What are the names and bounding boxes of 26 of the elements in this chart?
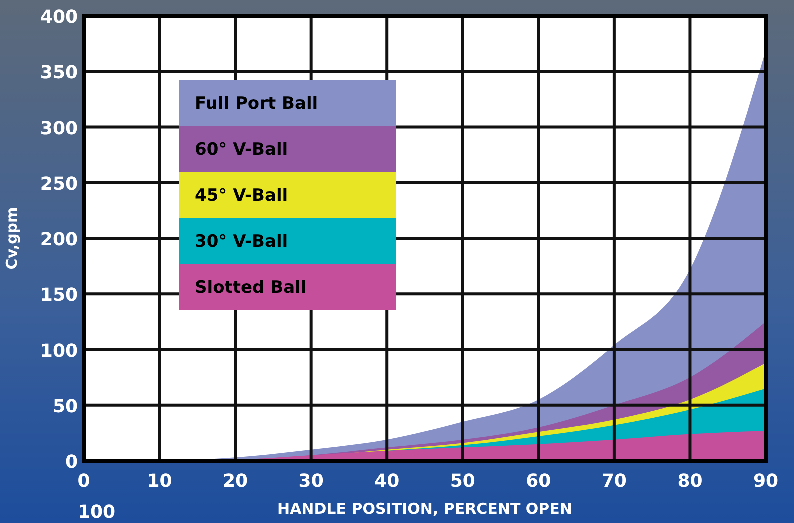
text: Full Port Ball xyxy=(195,94,318,114)
text: 100 xyxy=(78,502,116,523)
x-axis-title: HANDLE POSITION, PERCENT OPEN xyxy=(278,500,572,518)
x-tick-label: 80 xyxy=(678,471,703,492)
x-tick-label: 50 xyxy=(450,471,476,492)
text: Slotted Ball xyxy=(195,278,307,298)
y-tick-label: 100 xyxy=(40,340,78,362)
x-tick-label: 30 xyxy=(298,471,324,492)
y-tick-label: 200 xyxy=(40,230,78,250)
text: 30° V-Ball xyxy=(195,232,288,252)
y-tick-label: 350 xyxy=(40,62,78,84)
y-axis-title: Cv,gpm xyxy=(3,207,21,270)
x-tick-label: 20 xyxy=(223,471,248,492)
x-tick-label: 90 xyxy=(753,471,779,492)
y-tick-label: 300 xyxy=(40,118,78,140)
text: 60° V-Ball xyxy=(195,140,288,160)
y-tick-label: 400 xyxy=(40,7,78,28)
y-tick-label: 50 xyxy=(52,396,78,418)
y-tick-label: 250 xyxy=(40,174,78,195)
x-tick-label: 70 xyxy=(602,471,627,492)
x-tick-label: 60 xyxy=(526,471,552,492)
y-tick-label: 150 xyxy=(40,285,78,306)
x-tick-label: 40 xyxy=(374,471,400,492)
x-tick-label: 10 xyxy=(147,471,172,492)
y-tick-label: 0 xyxy=(65,452,78,473)
text: 45° V-Ball xyxy=(195,186,288,206)
